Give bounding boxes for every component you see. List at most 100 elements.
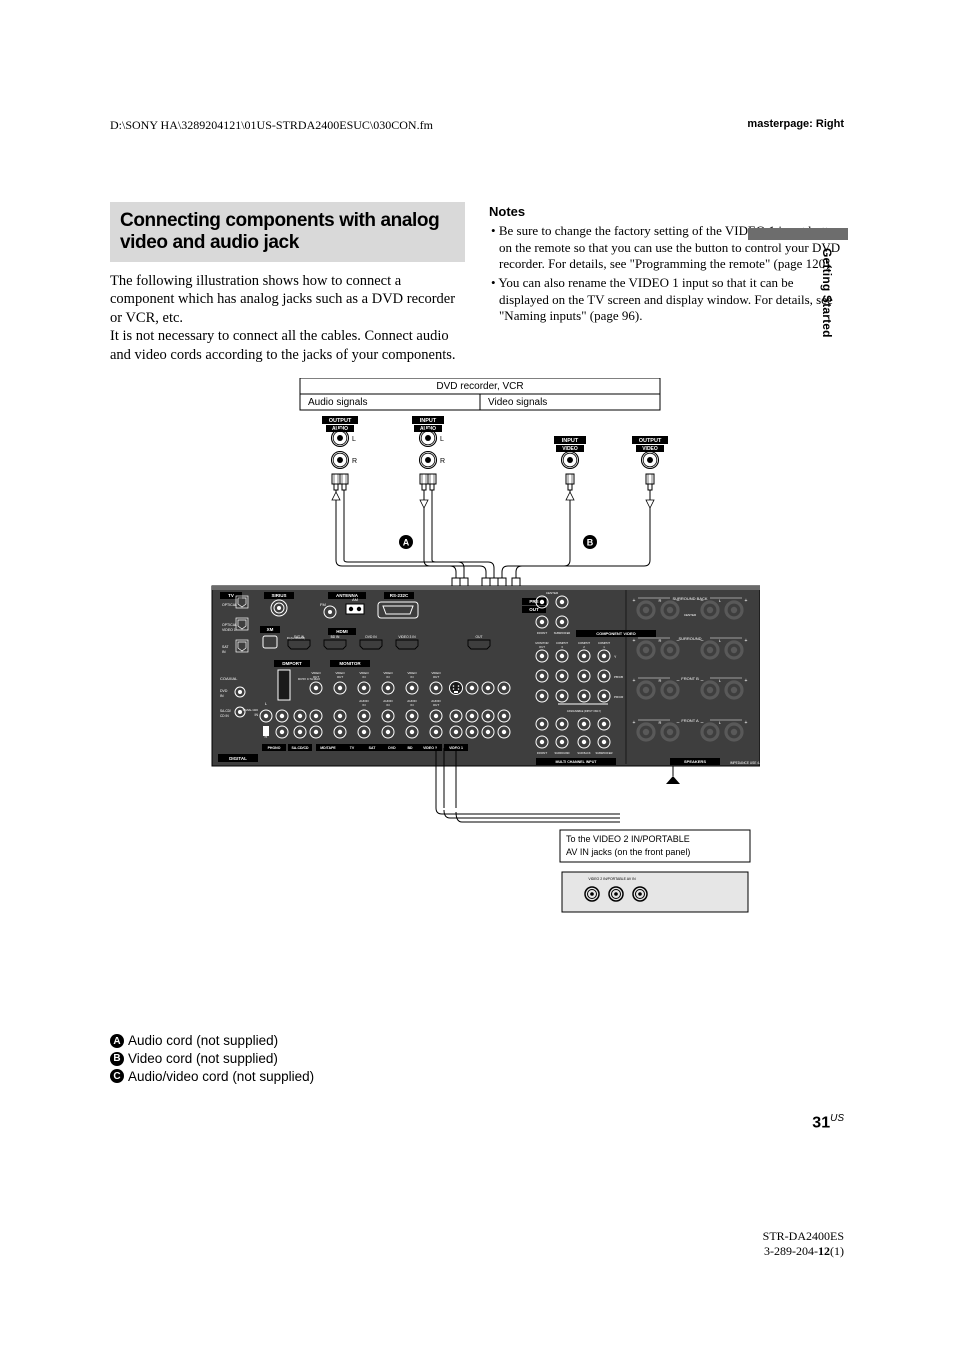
legend-a-text: Audio cord (not supplied) — [128, 1032, 278, 1050]
svg-text:R: R — [659, 598, 662, 603]
note-item: You can also rename the VIDEO 1 input so… — [499, 275, 844, 325]
svg-text:MD/TAPE: MD/TAPE — [320, 746, 336, 750]
header-file-path: D:\SONY HA\3289204121\01US-STRDA2400ESUC… — [110, 118, 433, 133]
svg-text:Audio signals: Audio signals — [308, 397, 367, 408]
svg-text:OUTPUT: OUTPUT — [639, 438, 662, 444]
body-text: The following illustration shows how to … — [110, 272, 465, 365]
svg-text:ASSIGNABLE: ASSIGNABLE — [228, 766, 248, 770]
svg-text:SUBWOOFER: SUBWOOFER — [554, 632, 571, 635]
svg-text:SUBWOOFER: SUBWOOFER — [595, 751, 612, 755]
svg-text:+: + — [633, 638, 636, 644]
svg-text:OUTPUT: OUTPUT — [329, 418, 352, 424]
svg-text:SUR BACK: SUR BACK — [577, 751, 591, 755]
svg-text:FRONT: FRONT — [537, 631, 547, 635]
svg-text:MONITOR: MONITOR — [339, 661, 361, 666]
svg-text:–: – — [701, 638, 704, 644]
svg-text:R: R — [352, 458, 357, 465]
svg-text:PR/CR: PR/CR — [614, 695, 624, 699]
svg-text:PHONO: PHONO — [268, 746, 281, 750]
svg-text:TV: TV — [350, 746, 355, 750]
svg-text:R: R — [659, 638, 662, 643]
svg-text:IN: IN — [411, 675, 414, 679]
section-title: Connecting components with analog video … — [120, 210, 455, 254]
svg-text:L: L — [352, 436, 356, 443]
svg-text:–: – — [677, 720, 680, 726]
svg-text:CENTER: CENTER — [546, 591, 559, 595]
svg-text:DMPORT: DMPORT — [282, 661, 302, 666]
side-section-label: Getting Started — [820, 248, 834, 338]
svg-text:SAT: SAT — [369, 746, 377, 750]
svg-text:–: – — [677, 638, 680, 644]
legend-b: B Video cord (not supplied) — [110, 1050, 844, 1068]
svg-text:ASSIGNABLE (INPUT ONLY): ASSIGNABLE (INPUT ONLY) — [567, 709, 601, 713]
svg-text:A: A — [403, 538, 410, 548]
svg-text:IN: IN — [387, 675, 390, 679]
footer-model: STR-DA2400ES 3-289-204-12(1) — [763, 1229, 844, 1260]
svg-text:IMPEDANCE USE 4-16Ω: IMPEDANCE USE 4-16Ω — [730, 761, 760, 765]
svg-text:Video signals: Video signals — [488, 397, 547, 408]
footer-doc-code: 3-289-204-12(1) — [763, 1244, 844, 1260]
svg-text:OUT: OUT — [433, 675, 440, 679]
legend-c-text: Audio/video cord (not supplied) — [128, 1068, 314, 1086]
legend-letter-a: A — [110, 1034, 124, 1048]
svg-text:RS-232C: RS-232C — [390, 593, 409, 598]
svg-text:VIDEO 3: VIDEO 3 — [423, 746, 437, 750]
svg-text:To the VIDEO 2 IN/PORTABLE: To the VIDEO 2 IN/PORTABLE — [566, 834, 690, 844]
svg-text:OUT: OUT — [433, 703, 440, 707]
svg-text:INPUT: INPUT — [420, 418, 437, 424]
svg-text:INPUT: INPUT — [562, 438, 579, 444]
svg-text:OPTICAL: OPTICAL — [222, 603, 237, 607]
svg-text:CD IN: CD IN — [220, 714, 229, 718]
svg-text:+: + — [633, 678, 636, 684]
svg-text:L: L — [440, 436, 444, 443]
svg-text:COMPONENT VIDEO: COMPONENT VIDEO — [596, 631, 636, 636]
svg-text:SURROUND: SURROUND — [555, 751, 570, 755]
header-masterpage: masterpage: Right — [747, 118, 844, 130]
svg-text:IN: IN — [411, 703, 414, 707]
svg-text:SAT: SAT — [222, 645, 229, 649]
notes-heading: Notes — [489, 204, 844, 219]
legend-letter-b: B — [110, 1052, 124, 1066]
svg-text:OUT: OUT — [539, 645, 545, 649]
side-strip — [748, 228, 848, 240]
svg-text:VIDEO 3 IN: VIDEO 3 IN — [398, 635, 416, 639]
page-number: 31US — [110, 1113, 844, 1132]
svg-text:TV: TV — [228, 593, 234, 598]
svg-text:+: + — [745, 720, 748, 726]
svg-text:IN: IN — [220, 694, 224, 698]
svg-text:+: + — [745, 678, 748, 684]
svg-text:IN: IN — [363, 675, 366, 679]
svg-text:HDMI: HDMI — [336, 629, 348, 634]
svg-text:CENTER: CENTER — [684, 613, 697, 617]
svg-text:MULTI CHANNEL INPUT: MULTI CHANNEL INPUT — [556, 760, 598, 764]
svg-text:IN (for AUDIO): IN (for AUDIO) — [287, 636, 305, 640]
svg-text:DVD: DVD — [388, 746, 396, 750]
svg-text:XM: XM — [267, 627, 274, 632]
svg-text:+: + — [745, 638, 748, 644]
section-title-box: Connecting components with analog video … — [110, 202, 465, 262]
svg-text:–: – — [677, 678, 680, 684]
svg-text:PRE: PRE — [529, 599, 538, 604]
svg-text:VIDEO 2 IN/PORTABLE AV IN: VIDEO 2 IN/PORTABLE AV IN — [588, 877, 636, 881]
footer-model-name: STR-DA2400ES — [763, 1229, 844, 1245]
svg-text:IN: IN — [387, 703, 390, 707]
svg-text:SA-CD/: SA-CD/ — [220, 709, 231, 713]
svg-text:OUT: OUT — [529, 607, 539, 612]
svg-text:DVD: DVD — [220, 689, 228, 693]
svg-text:+: + — [633, 598, 636, 604]
svg-text:BD IN: BD IN — [331, 635, 340, 639]
legend-c: C Audio/video cord (not supplied) — [110, 1068, 844, 1086]
legend-a: A Audio cord (not supplied) — [110, 1032, 844, 1050]
svg-text:SIRIUS: SIRIUS — [271, 593, 286, 598]
svg-text:AM: AM — [352, 597, 358, 602]
svg-text:B: B — [587, 538, 594, 548]
svg-text:–: – — [701, 720, 704, 726]
svg-text:OUT: OUT — [337, 675, 344, 679]
svg-text:BD: BD — [407, 746, 413, 750]
svg-text:R: R — [440, 458, 445, 465]
svg-text:–: – — [701, 678, 704, 684]
svg-text:IN: IN — [363, 703, 366, 707]
svg-text:OUT: OUT — [476, 635, 483, 639]
svg-text:DIGITAL: DIGITAL — [229, 756, 247, 761]
svg-text:OUT: OUT — [313, 675, 320, 679]
